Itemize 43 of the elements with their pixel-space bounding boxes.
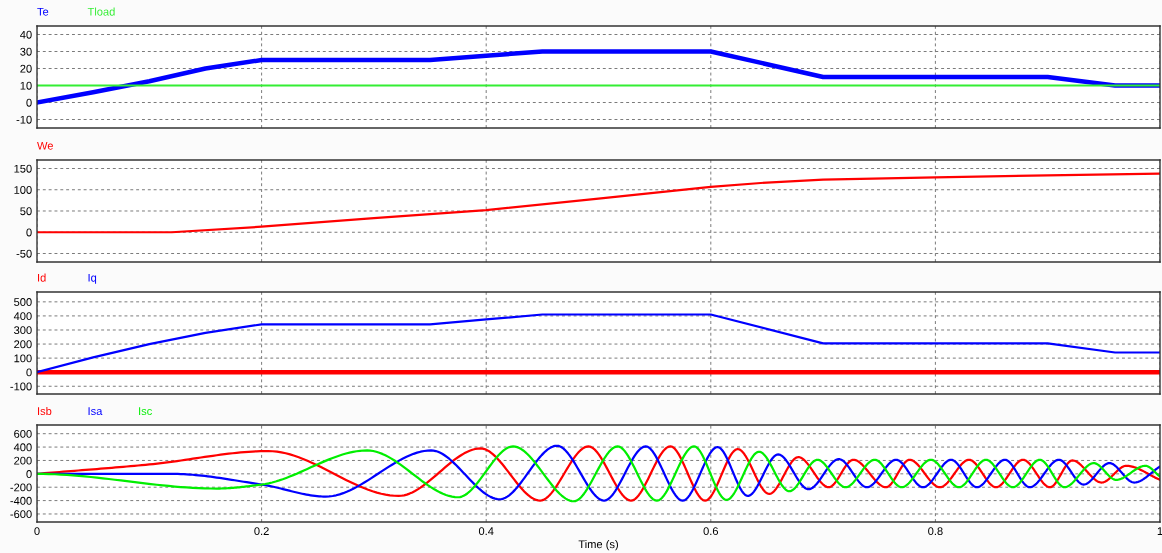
y-tick-label: 30 [20,47,32,56]
y-tick-label: -10 [16,115,32,124]
y-tick-label: 400 [13,443,32,452]
x-tick-label: 0.8 [928,527,943,536]
x-tick-label: 0.2 [254,527,269,536]
y-tick-label: 200 [14,456,32,465]
text: Te [37,7,49,16]
line-series [37,49,1160,105]
text: Isa [88,407,103,416]
y-tick-label: 100 [14,186,32,194]
y-tick-label: -100 [10,382,32,391]
text: Isb [38,406,52,416]
text: We [37,141,53,150]
x-tick-label: 1 [1157,527,1162,535]
y-tick-label: -400 [10,496,32,505]
y-tick-label: -200 [10,483,32,492]
text: Id [38,273,46,282]
line-series [37,313,1160,374]
y-tick-label: 100 [14,354,32,363]
y-tick-label: 400 [13,312,32,321]
y-tick-label: -600 [10,510,32,519]
text: Tload [87,7,115,16]
y-tick-label: 500 [14,298,32,306]
y-tick-label: 0 [26,228,32,237]
x-tick-label: 0 [34,527,40,536]
text: Iq [88,273,97,284]
x-tick-label: 0.6 [703,527,719,536]
y-tick-label: -50 [16,249,32,258]
y-tick-label: 10 [20,81,32,90]
y-tick-label: 0 [26,470,32,478]
y-tick-label: 50 [20,207,32,216]
x-axis-title: Time (s) [578,540,618,551]
y-tick-label: 40 [20,30,32,39]
y-tick-label: 600 [14,429,32,438]
y-tick-label: 200 [14,340,32,349]
y-tick-label: 20 [20,64,32,73]
y-tick-label: 0 [26,98,32,107]
text: Isc [139,407,152,416]
y-tick-label: 300 [14,326,32,335]
y-tick-label: 0 [26,368,32,377]
line-series [37,172,1160,234]
x-tick-label: 0.4 [478,527,494,536]
y-tick-label: 150 [14,164,32,173]
